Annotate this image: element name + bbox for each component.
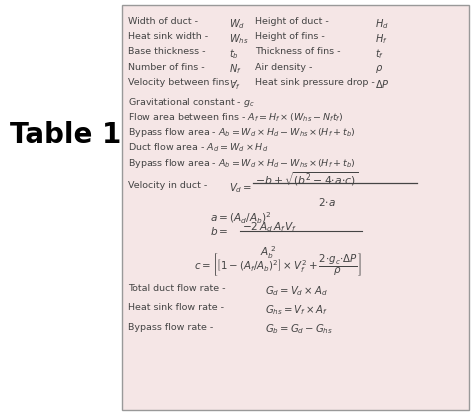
Text: Heat sink pressure drop -: Heat sink pressure drop - [255, 78, 375, 87]
Text: Thickness of fins -: Thickness of fins - [255, 47, 340, 56]
Text: $W_{hs}$: $W_{hs}$ [229, 32, 248, 46]
Text: Velocity between fins -: Velocity between fins - [128, 78, 236, 87]
Text: $H_f$: $H_f$ [375, 32, 388, 46]
Text: Total duct flow rate -: Total duct flow rate - [128, 284, 226, 293]
Text: $\Delta P$: $\Delta P$ [375, 78, 390, 90]
Text: $G_{hs} = V_f \times A_f$: $G_{hs} = V_f \times A_f$ [265, 303, 328, 317]
Text: $b = $: $b = $ [210, 225, 228, 237]
Text: $c = \left[\left[1 - (A_f/A_b)^2\right] \times V_f^{2} + \dfrac{2{\cdot}g_c{\cdo: $c = \left[\left[1 - (A_f/A_b)^2\right] … [194, 251, 362, 278]
Text: $a = (A_d / A_b)^2$: $a = (A_d / A_b)^2$ [210, 211, 272, 227]
Text: Gravitational constant - $g_c$: Gravitational constant - $g_c$ [128, 96, 255, 109]
Text: $-2\,A_d\,A_f\,V_f$: $-2\,A_d\,A_f\,V_f$ [242, 220, 298, 234]
Text: Height of duct -: Height of duct - [255, 17, 329, 26]
Text: $H_d$: $H_d$ [375, 17, 389, 31]
Text: $A_b^{\ 2}$: $A_b^{\ 2}$ [260, 244, 277, 261]
Text: $2{\cdot}a$: $2{\cdot}a$ [318, 196, 336, 208]
Text: Heat sink width -: Heat sink width - [128, 32, 208, 41]
Text: Width of duct -: Width of duct - [128, 17, 198, 26]
Text: Air density -: Air density - [255, 63, 312, 72]
Text: Bypass flow area - $A_b = W_d \times H_d - W_{hs} \times\!\left(H_f + t_b\right): Bypass flow area - $A_b = W_d \times H_d… [128, 157, 356, 170]
Text: $G_d = V_d \times A_d$: $G_d = V_d \times A_d$ [265, 284, 328, 298]
Text: $-b + \sqrt{(b^2 - 4{\cdot}a{\cdot}c)}$: $-b + \sqrt{(b^2 - 4{\cdot}a{\cdot}c)}$ [255, 171, 358, 188]
Text: Number of fins -: Number of fins - [128, 63, 205, 72]
Text: $N_f$: $N_f$ [229, 63, 242, 76]
Text: $V_f$: $V_f$ [229, 78, 241, 92]
FancyBboxPatch shape [122, 5, 469, 410]
Text: Flow area between fins - $A_f = H_f \times \left(W_{hs} - N_f t_f\right)$: Flow area between fins - $A_f = H_f \tim… [128, 111, 343, 124]
Text: $W_d$: $W_d$ [229, 17, 245, 31]
Text: Duct flow area - $A_d = W_d \times H_d$: Duct flow area - $A_d = W_d \times H_d$ [128, 142, 268, 154]
Text: Height of fins -: Height of fins - [255, 32, 325, 41]
Text: Base thickness -: Base thickness - [128, 47, 206, 56]
Text: $G_b = G_d - G_{hs}$: $G_b = G_d - G_{hs}$ [265, 322, 333, 337]
Text: Velocity in duct -: Velocity in duct - [128, 181, 207, 190]
Text: Bypass flow area - $A_b = W_d \times H_d - W_{hs} \times\!\left(H_f + t_b\right): Bypass flow area - $A_b = W_d \times H_d… [128, 127, 356, 139]
Text: $\rho$: $\rho$ [375, 63, 383, 75]
Text: Heat sink flow rate -: Heat sink flow rate - [128, 303, 224, 312]
Text: $t_b$: $t_b$ [229, 47, 239, 61]
Text: $V_d=$: $V_d=$ [229, 181, 252, 195]
Text: $t_f$: $t_f$ [375, 47, 384, 61]
Text: Table 1: Table 1 [10, 121, 121, 149]
Text: Bypass flow rate -: Bypass flow rate - [128, 322, 213, 332]
